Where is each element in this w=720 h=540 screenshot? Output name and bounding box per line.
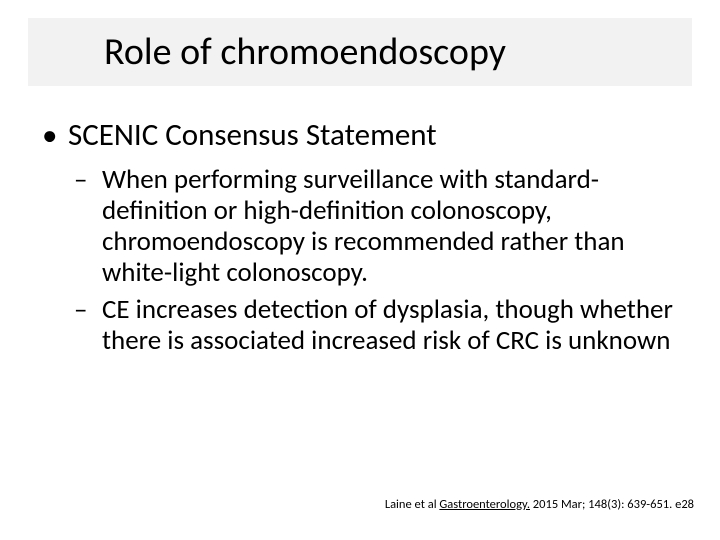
- citation-suffix: 2015 Mar; 148(3): 639-651. e28: [530, 497, 694, 512]
- list-item: When performing surveillance with standa…: [68, 164, 682, 288]
- bullet-text: SCENIC Consensus Statement: [68, 116, 437, 154]
- bullet-list-l2: When performing surveillance with standa…: [68, 164, 682, 356]
- list-item: CE increases detection of dysplasia, tho…: [68, 294, 682, 356]
- citation-journal: Gastroenterology.: [439, 497, 530, 512]
- bullet-text: CE increases detection of dysplasia, tho…: [102, 293, 673, 357]
- bullet-list-l1: SCENIC Consensus Statement When performi…: [38, 118, 682, 356]
- citation-prefix: Laine et al: [385, 497, 440, 512]
- slide-title: Role of chromoendoscopy: [104, 29, 506, 75]
- slide: Role of chromoendoscopy SCENIC Consensus…: [0, 0, 720, 540]
- bullet-text: When performing surveillance with standa…: [102, 163, 625, 289]
- citation: Laine et al Gastroenterology. 2015 Mar; …: [385, 497, 694, 512]
- title-bar: Role of chromoendoscopy: [28, 18, 692, 86]
- list-item: SCENIC Consensus Statement When performi…: [38, 118, 682, 356]
- slide-body: SCENIC Consensus Statement When performi…: [38, 118, 682, 366]
